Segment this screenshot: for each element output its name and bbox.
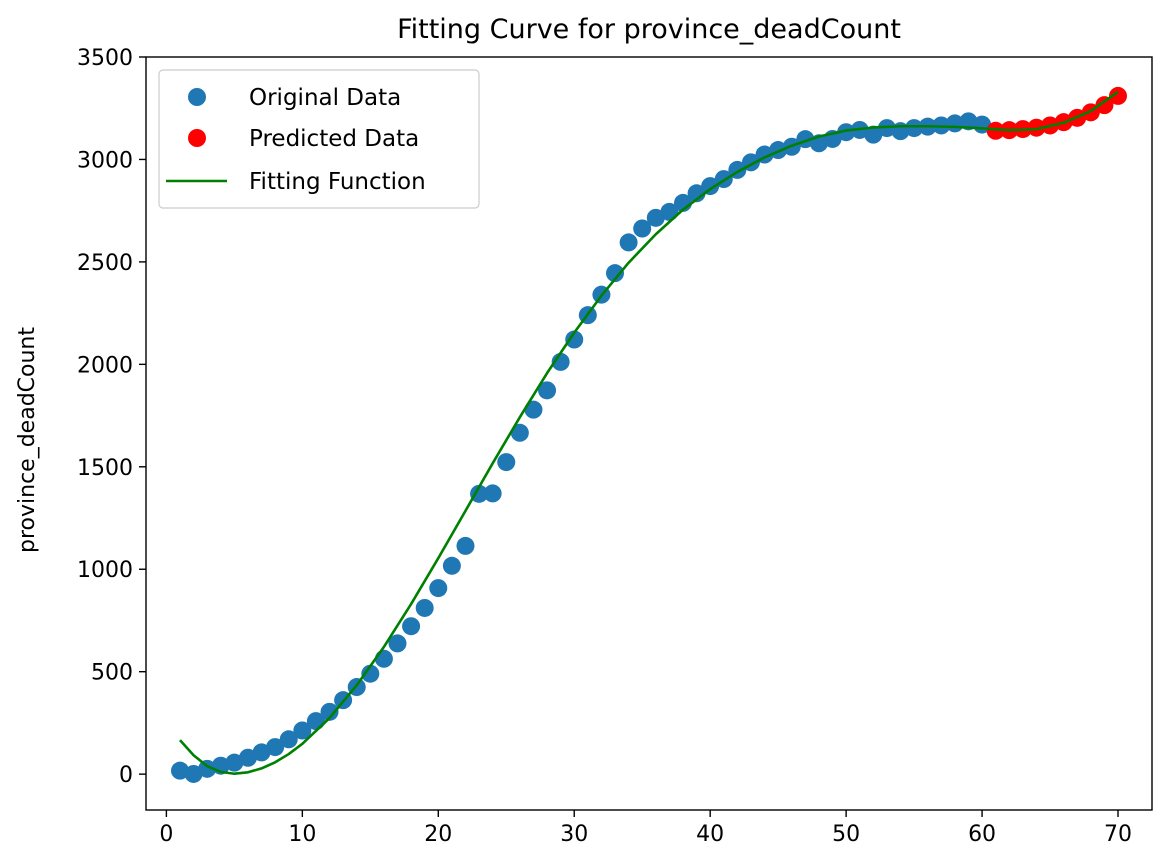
axes: 0 10 20 30 40 50 60 70 0 500 1000 1500 2000 2500 3000 3… bbox=[77, 46, 1153, 847]
x-tick-label: 50 bbox=[832, 822, 860, 847]
y-tick-label: 500 bbox=[91, 661, 133, 686]
y-tick-label: 0 bbox=[119, 763, 133, 788]
original-data-point bbox=[402, 617, 421, 636]
x-tick-label: 0 bbox=[159, 822, 173, 847]
original-data-point bbox=[279, 730, 298, 749]
original-data-point bbox=[619, 233, 638, 252]
legend-label: Fitting Function bbox=[249, 169, 426, 195]
original-data-point bbox=[252, 743, 271, 762]
legend-label: Predicted Data bbox=[249, 126, 419, 152]
original-data-point bbox=[510, 423, 529, 442]
legend: Original Data Predicted Data Fitting Funct… bbox=[158, 69, 480, 209]
original-data-point bbox=[456, 536, 475, 555]
original-data-point bbox=[238, 748, 257, 767]
original-data-point bbox=[646, 208, 665, 227]
y-tick-label: 2500 bbox=[77, 251, 133, 276]
original-data-point bbox=[701, 177, 720, 196]
legend-marker bbox=[188, 129, 206, 147]
y-tick-label: 1500 bbox=[77, 456, 133, 481]
original-data-point bbox=[538, 381, 557, 400]
x-tick-label: 20 bbox=[424, 822, 452, 847]
original-data-point bbox=[483, 484, 502, 503]
x-tick-label: 30 bbox=[560, 822, 588, 847]
x-tick-label: 60 bbox=[968, 822, 996, 847]
predicted-data-point bbox=[1109, 86, 1128, 105]
predicted-data-point bbox=[1095, 96, 1114, 115]
x-tick-label: 70 bbox=[1104, 822, 1132, 847]
y-tick-label: 3500 bbox=[77, 46, 133, 71]
original-data-point bbox=[415, 598, 434, 617]
predicted-data-point bbox=[986, 121, 1005, 140]
original-data-point bbox=[864, 125, 883, 144]
legend-marker bbox=[188, 88, 206, 106]
original-data-point bbox=[524, 400, 543, 419]
axes-frame bbox=[145, 56, 1153, 811]
original-data-point bbox=[959, 112, 978, 131]
original-data-point bbox=[361, 664, 380, 683]
plot-area bbox=[170, 86, 1128, 783]
original-data-point bbox=[497, 453, 516, 472]
original-data-point bbox=[374, 649, 393, 668]
original-data-point bbox=[293, 721, 312, 740]
original-data-point bbox=[198, 759, 217, 778]
original-data-point bbox=[184, 764, 203, 783]
original-data-point bbox=[266, 738, 285, 757]
original-data-point bbox=[442, 556, 461, 575]
predicted-data-point bbox=[1027, 118, 1046, 137]
original-data-point bbox=[388, 634, 407, 653]
original-data-point bbox=[687, 184, 706, 203]
original-data-point bbox=[470, 484, 489, 503]
legend-box bbox=[158, 69, 480, 209]
x-tick-label: 40 bbox=[696, 822, 724, 847]
y-axis-label: province_deadCount bbox=[15, 327, 40, 553]
chart-title: Fitting Curve for province_deadCount bbox=[397, 14, 901, 45]
y-tick-label: 1000 bbox=[77, 558, 133, 583]
original-data-point bbox=[905, 119, 924, 138]
y-tick-label: 2000 bbox=[77, 353, 133, 378]
original-data-point bbox=[837, 123, 856, 142]
fitting-function-line bbox=[179, 90, 1119, 776]
original-data-point bbox=[633, 219, 652, 238]
original-data-point bbox=[565, 330, 584, 349]
original-data-point bbox=[606, 264, 625, 283]
x-tick-label: 10 bbox=[288, 822, 316, 847]
original-data-point bbox=[429, 579, 448, 598]
legend-label: Original Data bbox=[249, 85, 401, 111]
original-data-point bbox=[170, 761, 189, 780]
y-tick-label: 3000 bbox=[77, 148, 133, 173]
original-data-point bbox=[225, 753, 244, 772]
original-data-point bbox=[320, 702, 339, 721]
